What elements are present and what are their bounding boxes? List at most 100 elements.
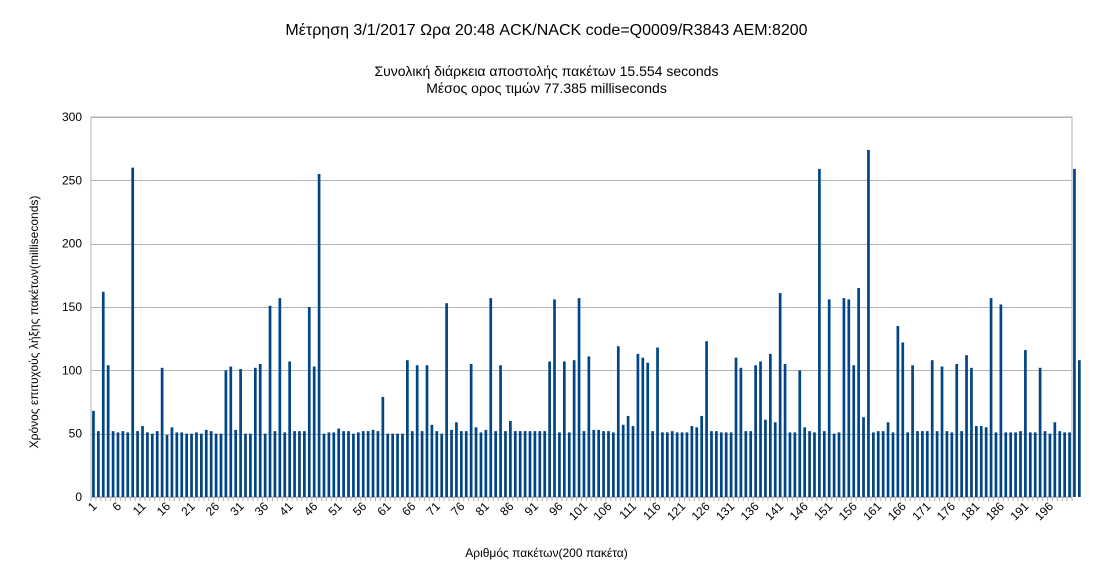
bar xyxy=(101,291,105,497)
bar xyxy=(401,433,404,497)
bar xyxy=(945,431,949,497)
bar xyxy=(651,431,654,497)
bar xyxy=(729,432,733,497)
bar xyxy=(106,365,110,497)
bar xyxy=(764,419,767,497)
bar xyxy=(523,431,527,497)
y-tick-label: 300 xyxy=(62,110,82,124)
bar xyxy=(160,367,164,497)
x-tick-label: 36 xyxy=(252,499,272,519)
bar xyxy=(327,432,331,497)
bar xyxy=(219,433,223,497)
bar xyxy=(332,432,336,497)
y-tick-label: 150 xyxy=(62,300,82,314)
x-tick-label: 181 xyxy=(958,499,982,523)
bar xyxy=(690,426,694,497)
bar xyxy=(489,298,493,497)
bar xyxy=(440,433,444,497)
bar xyxy=(553,299,556,497)
bar xyxy=(646,362,650,497)
y-tick-label: 50 xyxy=(69,427,83,441)
bar xyxy=(881,431,885,497)
bar xyxy=(518,431,522,497)
x-tick-label: 21 xyxy=(178,499,198,519)
bar xyxy=(415,365,419,497)
bar xyxy=(979,426,983,497)
bar xyxy=(268,305,272,497)
bar xyxy=(253,367,257,497)
bar xyxy=(263,433,267,497)
bar xyxy=(891,432,895,497)
x-tick-label: 56 xyxy=(350,499,370,519)
chart-subtitle-duration: Συνολική διάρκεια αποστολής πακέτων 15.5… xyxy=(374,63,719,79)
x-tick-label: 141 xyxy=(762,499,786,523)
x-tick-label: 116 xyxy=(640,499,664,523)
x-tick-label: 111 xyxy=(616,499,639,522)
bar xyxy=(347,431,350,497)
bar xyxy=(1078,360,1081,497)
bar xyxy=(901,342,905,497)
bar xyxy=(249,433,252,497)
bar xyxy=(234,429,238,497)
bar xyxy=(303,431,306,497)
bar xyxy=(999,304,1003,497)
bar xyxy=(528,431,532,497)
x-tick-label: 51 xyxy=(325,499,345,519)
bar xyxy=(410,431,414,497)
x-tick-label: 176 xyxy=(934,499,958,523)
x-tick-label: 146 xyxy=(787,499,811,523)
bar xyxy=(342,431,345,497)
bar xyxy=(155,431,159,497)
x-tick-label: 101 xyxy=(566,499,590,523)
x-tick-label: 121 xyxy=(664,499,688,523)
x-tick-label: 91 xyxy=(522,499,542,519)
x-tick-label: 86 xyxy=(497,499,517,519)
bar xyxy=(867,149,870,497)
bar xyxy=(739,367,743,497)
bar xyxy=(141,426,144,497)
bar xyxy=(450,429,453,497)
bar xyxy=(430,424,434,497)
bar xyxy=(278,298,282,497)
bar xyxy=(185,433,188,497)
bar xyxy=(283,432,287,497)
bar xyxy=(778,293,782,497)
bar xyxy=(1004,432,1008,497)
bar xyxy=(1033,432,1037,497)
x-tick-label: 16 xyxy=(154,499,174,519)
bar xyxy=(759,361,762,497)
bar xyxy=(406,360,409,497)
bar xyxy=(572,360,576,497)
bar xyxy=(626,415,630,497)
x-tick-label: 131 xyxy=(713,499,737,523)
bar xyxy=(960,431,963,497)
bar xyxy=(513,431,517,497)
bar xyxy=(803,427,807,497)
x-tick-label: 26 xyxy=(203,499,223,519)
x-tick-label: 1 xyxy=(85,499,100,514)
x-tick-label: 6 xyxy=(109,499,124,514)
bar xyxy=(322,433,326,497)
bar xyxy=(872,432,875,497)
bar xyxy=(1024,350,1027,497)
bar xyxy=(239,369,242,497)
bar xyxy=(842,298,846,497)
bar xyxy=(307,307,311,497)
x-tick-label: 171 xyxy=(909,499,933,523)
bar xyxy=(371,429,375,497)
bar xyxy=(131,167,135,498)
bar xyxy=(984,427,988,497)
bar xyxy=(896,326,900,497)
bar xyxy=(705,341,708,497)
bar xyxy=(935,431,939,497)
x-tick-label: 66 xyxy=(399,499,419,519)
bar xyxy=(1028,432,1032,497)
bar xyxy=(92,410,95,497)
bar xyxy=(793,432,797,497)
bar xyxy=(852,365,856,497)
x-tick-label: 81 xyxy=(473,499,493,519)
bar xyxy=(661,432,664,497)
bar xyxy=(445,303,448,497)
x-tick-label: 106 xyxy=(591,499,615,523)
y-tick-label: 100 xyxy=(62,363,82,377)
